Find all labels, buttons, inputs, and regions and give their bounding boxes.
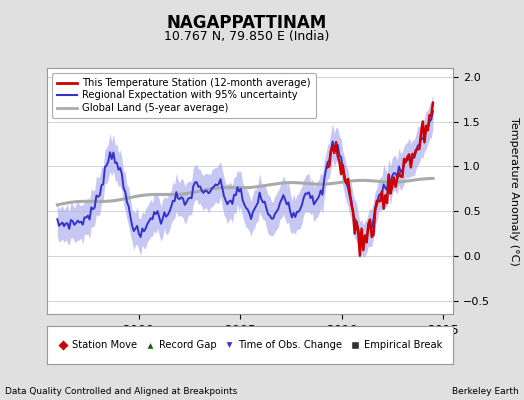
Text: 10.767 N, 79.850 E (India): 10.767 N, 79.850 E (India) [163, 30, 329, 43]
Text: Berkeley Earth: Berkeley Earth [452, 387, 519, 396]
Text: NAGAPPATTINAM: NAGAPPATTINAM [166, 14, 326, 32]
Y-axis label: Temperature Anomaly (°C): Temperature Anomaly (°C) [509, 117, 519, 265]
Legend: Station Move, Record Gap, Time of Obs. Change, Empirical Break: Station Move, Record Gap, Time of Obs. C… [54, 337, 446, 353]
Legend: This Temperature Station (12-month average), Regional Expectation with 95% uncer: This Temperature Station (12-month avera… [52, 73, 315, 118]
Text: Data Quality Controlled and Aligned at Breakpoints: Data Quality Controlled and Aligned at B… [5, 387, 237, 396]
